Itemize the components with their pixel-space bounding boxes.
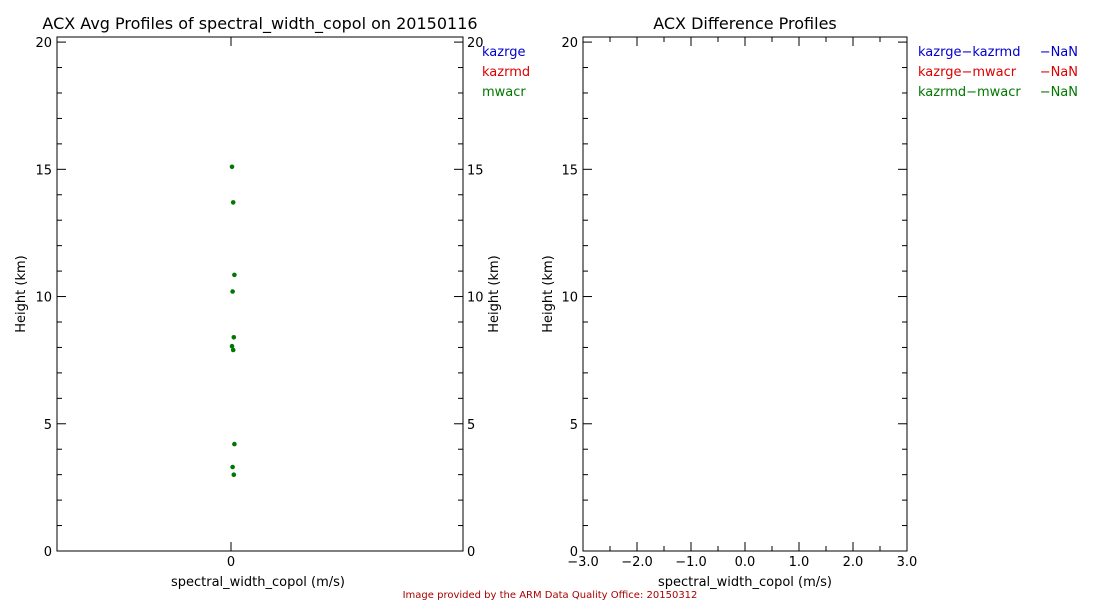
avg-profiles-y-tick-label: 10	[35, 291, 52, 306]
data-credit: Image provided by the ARM Data Quality O…	[403, 590, 698, 600]
avg-profiles-right-y-tick-label: 5	[467, 418, 475, 433]
difference-profiles-axes: 0 5 10 15 20 −3.0 −2.0 −1.0 0.0 1.0 2.0 3.0	[561, 36, 917, 570]
difference-profiles-y-axis-label: Height (km)	[541, 255, 556, 332]
difference-profiles-legend-value: −NaN	[1040, 65, 1078, 80]
avg-profiles-right-y-tick-label: 20	[467, 36, 484, 51]
avg-profiles-y-axis-label: Height (km)	[14, 255, 29, 332]
avg-profiles-y-tick-label: 5	[44, 418, 52, 433]
mwacr-data-point	[230, 200, 236, 205]
difference-profiles-legend-label: kazrmd−mwacr	[918, 85, 1021, 100]
avg-profiles-y-tick-label: 15	[35, 163, 52, 178]
difference-profiles-legend: kazrge−kazrmd −NaN kazrge−mwacr −NaN kazrmd−…	[918, 45, 1078, 100]
difference-profiles-x-tick-label: 3.0	[897, 555, 918, 570]
difference-profiles-y-tick-label: 5	[570, 418, 578, 433]
mwacr-data-point	[229, 164, 235, 170]
mwacr-data-point	[230, 464, 235, 470]
difference-profiles-y-tick-label: 20	[561, 36, 578, 51]
avg-profiles-axes: 0 0 5 5 10 10 15 15 20 20 0	[35, 36, 483, 570]
difference-profiles-legend-label: kazrge−mwacr	[918, 65, 1017, 80]
avg-profiles-legend: kazrge kazrmd mwacr	[482, 45, 530, 100]
avg-profiles-right-y-tick-label: 0	[467, 545, 475, 560]
difference-profiles-legend-label: kazrge−kazrmd	[918, 45, 1020, 60]
avg-profiles-x-tick-label: 0	[227, 555, 235, 570]
avg-profiles-legend-entry: kazrge	[482, 45, 525, 60]
avg-profiles-x-axis-label: spectral_width_copol (m/s)	[171, 575, 345, 590]
difference-profiles-title: ACX Difference Profiles	[653, 14, 837, 33]
difference-profiles-x-tick-label: 0.0	[735, 555, 756, 570]
difference-profiles-x-tick-label: 2.0	[843, 555, 864, 570]
difference-profiles-x-tick-label: −1.0	[675, 555, 707, 570]
difference-profiles-x-tick-label: −3.0	[567, 555, 599, 570]
difference-profiles-x-tick-label: −2.0	[621, 555, 653, 570]
avg-profiles-right-y-tick-label: 10	[467, 291, 484, 306]
avg-profiles-legend-entry: kazrmd	[482, 65, 530, 80]
difference-profiles-plot-frame	[582, 36, 908, 552]
difference-profiles-x-tick-label: 1.0	[789, 555, 810, 570]
avg-profiles-marks	[229, 164, 237, 478]
difference-profiles-x-axis-label: spectral_width_copol (m/s)	[658, 575, 832, 590]
difference-profiles-y-tick-label: 0	[570, 545, 578, 560]
mwacr-data-point	[232, 441, 237, 447]
avg-profiles-legend-entry: mwacr	[482, 85, 526, 100]
avg-profiles-title: ACX Avg Profiles of spectral_width_copol…	[42, 14, 477, 34]
difference-profiles-legend-value: −NaN	[1040, 85, 1078, 100]
avg-profiles-y-tick-label: 20	[35, 36, 52, 51]
avg-profiles-right-y-axis-label: Height (km)	[487, 255, 502, 332]
avg-profiles-plot-frame	[56, 36, 464, 552]
avg-profiles-right-y-tick-label: 15	[467, 163, 484, 178]
avg-profiles-panel: ACX Avg Profiles of spectral_width_copol…	[14, 14, 530, 590]
mwacr-data-point	[232, 272, 237, 278]
avg-profiles-y-tick-label: 0	[44, 545, 52, 560]
mwacr-data-point	[231, 335, 237, 340]
difference-profiles-y-tick-label: 10	[561, 291, 578, 306]
difference-profiles-legend-value: −NaN	[1040, 45, 1078, 60]
difference-profiles-y-tick-label: 15	[561, 163, 578, 178]
difference-profiles-panel: ACX Difference Profiles 0 5 10 15 20 −3.0 −2.0…	[541, 14, 1078, 590]
mwacr-data-point	[229, 343, 235, 349]
mwacr-data-point	[230, 347, 236, 353]
mwacr-data-point	[231, 472, 237, 478]
mwacr-data-point	[230, 289, 235, 294]
